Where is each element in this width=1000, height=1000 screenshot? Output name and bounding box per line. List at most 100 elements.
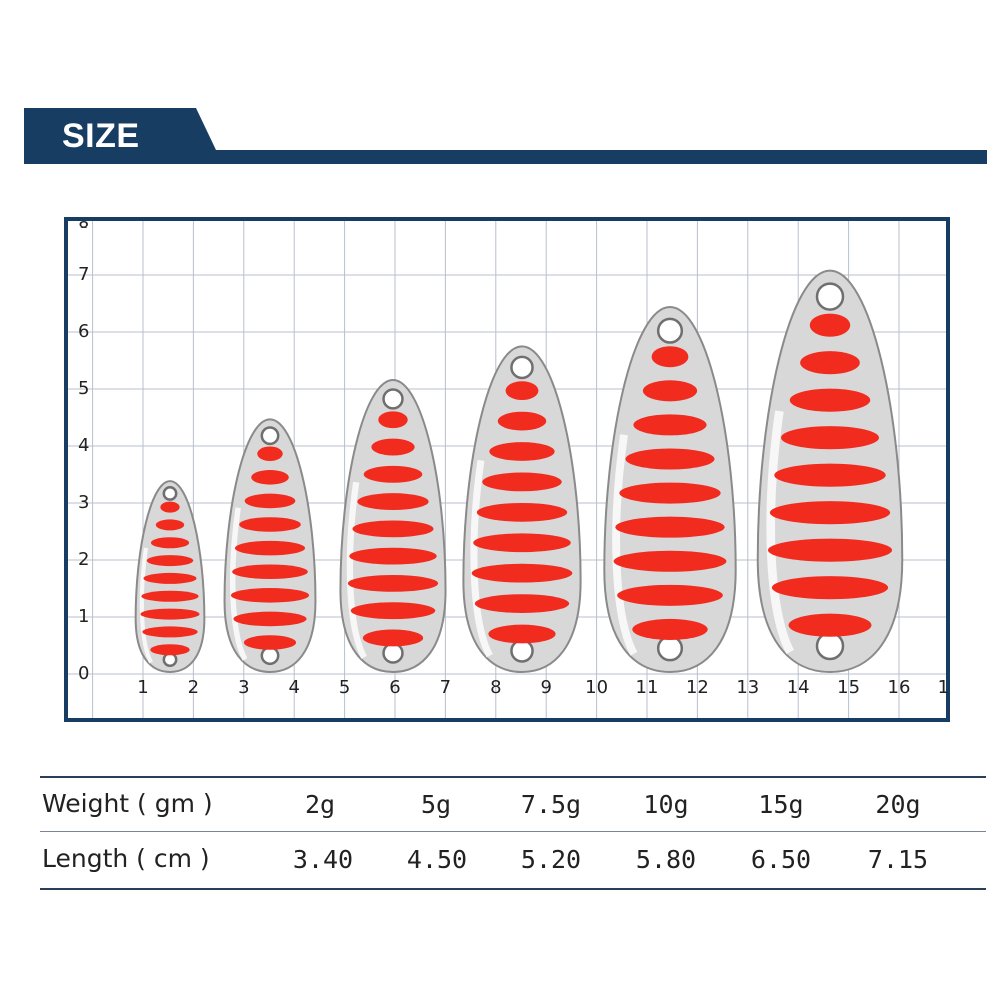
x-tick-label: 1 xyxy=(137,677,149,698)
lure-stripe xyxy=(774,463,886,487)
lure-stripe xyxy=(155,519,185,531)
table-bottom-rule xyxy=(40,888,986,890)
lure-stripe xyxy=(141,590,199,602)
lure-spoon xyxy=(339,379,447,674)
x-tick-label: 9 xyxy=(540,677,552,698)
lure-top-hole xyxy=(260,426,280,446)
lure-stripe xyxy=(489,442,555,461)
x-tick-label: 2 xyxy=(187,677,200,698)
x-tick-label: 6 xyxy=(389,677,401,698)
y-tick-label: 6 xyxy=(78,321,90,342)
lure-highlight xyxy=(766,410,795,654)
lure-spoon xyxy=(462,345,582,674)
table-top-rule xyxy=(40,776,986,778)
y-tick-label: 7 xyxy=(78,264,90,285)
lure-bottom-hole xyxy=(260,646,280,666)
lure-stripe xyxy=(809,313,851,337)
lure-stripe xyxy=(232,564,308,580)
lure-stripe xyxy=(230,588,310,603)
lure-stripe xyxy=(488,624,556,644)
lure-top-hole xyxy=(382,388,404,410)
lure-bottom-hole xyxy=(656,635,684,662)
lure-stripe xyxy=(632,618,708,640)
lure-stripe xyxy=(473,533,571,553)
lure-stripe xyxy=(371,438,415,456)
length-cell: 7.15 xyxy=(867,845,929,874)
x-tick-label: 14 xyxy=(786,677,810,698)
lure-group xyxy=(134,269,904,674)
lure-spoon xyxy=(134,480,206,674)
lure-stripe xyxy=(357,493,429,510)
x-tick-label: 4 xyxy=(288,677,300,698)
lure-bottom-hole xyxy=(510,639,534,663)
weight-cell: 7.5g xyxy=(520,790,582,819)
lure-stripe xyxy=(633,414,707,436)
lure-stripe xyxy=(257,446,283,462)
lure-spoon xyxy=(756,269,904,674)
lure-stripe xyxy=(474,594,570,613)
lure-stripe xyxy=(378,411,408,429)
y-tick-label: 3 xyxy=(78,492,90,513)
lure-stripe xyxy=(505,381,539,401)
lure-stripe xyxy=(642,380,698,402)
y-tick-label: 4 xyxy=(78,435,90,456)
spec-table: Weight ( gm ) Length ( cm ) 2g 5g 7.5g 1… xyxy=(40,776,986,892)
lure-stripe xyxy=(613,550,727,572)
lure-stripe xyxy=(234,540,306,556)
lure-spoon xyxy=(223,418,317,674)
length-cell: 4.50 xyxy=(406,845,468,874)
lure-stripe xyxy=(615,516,725,538)
lure-top-hole xyxy=(162,486,178,501)
table-middle-rule xyxy=(40,831,986,832)
lure-stripe xyxy=(233,611,307,627)
lure-stripe xyxy=(146,555,194,567)
x-tick-label: 13 xyxy=(736,677,760,698)
lure-stripe xyxy=(789,388,871,412)
length-row-label: Length ( cm ) xyxy=(42,844,210,873)
lure-stripe xyxy=(349,547,437,565)
lure-stripe xyxy=(651,346,689,368)
lure-stripe xyxy=(471,563,573,583)
lure-stripe xyxy=(142,626,198,638)
lure-stripe xyxy=(771,576,889,600)
lure-bottom-hole xyxy=(162,652,178,668)
lure-stripe xyxy=(625,448,715,470)
x-tick-label: 1 xyxy=(937,679,950,697)
length-cell: 3.40 xyxy=(292,845,354,874)
lure-stripe xyxy=(482,472,562,492)
header-underline xyxy=(24,150,987,164)
lure-bottom-hole xyxy=(382,642,404,664)
lure-stripe xyxy=(497,411,547,431)
lure-highlight xyxy=(470,459,493,658)
y-tick-label: 0 xyxy=(78,663,90,684)
lure-highlight xyxy=(612,434,638,656)
lure-stripe xyxy=(769,501,891,525)
header-tab xyxy=(24,108,216,164)
lure-stripe xyxy=(788,613,872,637)
x-tick-label: 8 xyxy=(490,677,502,698)
lure-stripe xyxy=(619,482,721,504)
size-header-band xyxy=(24,108,987,164)
x-tick-label: 12 xyxy=(685,677,709,698)
lure-stripe xyxy=(800,351,860,375)
y-tick-label: 8 xyxy=(78,220,89,228)
lure-top-hole xyxy=(815,282,845,311)
weight-cell: 10g xyxy=(643,790,689,819)
lure-stripe xyxy=(150,537,190,549)
length-cell: 5.20 xyxy=(520,845,582,874)
lure-stripe xyxy=(362,629,424,647)
weight-cell: 5g xyxy=(420,790,452,819)
lure-stripe xyxy=(239,517,301,532)
lure-stripe xyxy=(251,470,289,485)
lure-stripe xyxy=(781,426,879,450)
x-tick-label: 3 xyxy=(238,677,250,698)
y-tick-label: 5 xyxy=(78,378,90,399)
x-tick-label: 16 xyxy=(887,677,911,698)
lure-top-hole xyxy=(510,355,534,380)
lure-stripe xyxy=(160,501,180,513)
weight-cell: 20g xyxy=(875,790,921,819)
length-cell: 6.50 xyxy=(750,845,812,874)
length-cell: 5.80 xyxy=(635,845,697,874)
lure-stripe xyxy=(617,584,723,606)
